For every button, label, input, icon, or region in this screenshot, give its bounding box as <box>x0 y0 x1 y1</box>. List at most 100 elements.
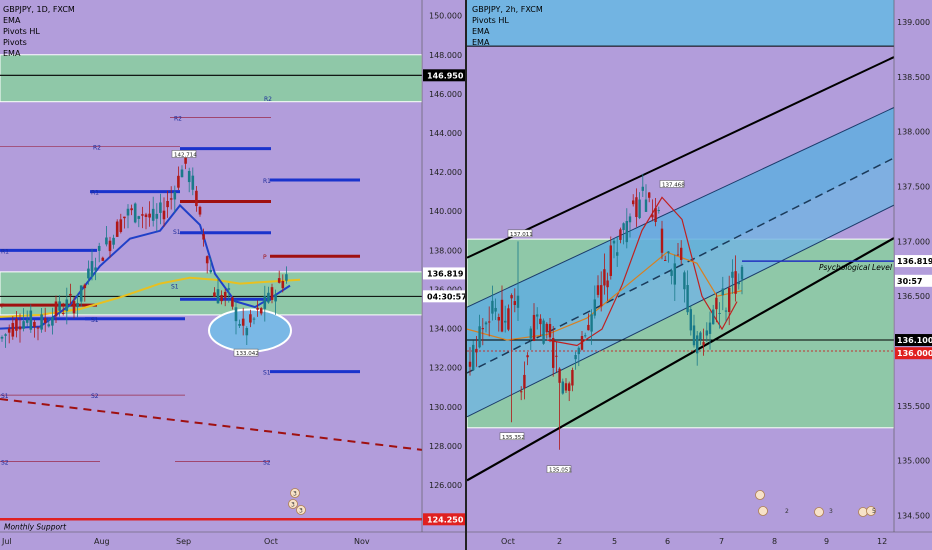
left-event-label-2: 3 <box>299 508 303 515</box>
right-candle-body-54 <box>641 186 644 191</box>
right-candle-body-27 <box>555 355 558 357</box>
left-high-label: 142.714 <box>174 152 197 158</box>
right-candle-body-21 <box>536 314 539 317</box>
right-candle-body-39 <box>593 299 596 316</box>
right-candle-body-32 <box>571 370 574 386</box>
left-event-label-0: 3 <box>293 491 297 498</box>
right-candle-body-5 <box>484 322 488 325</box>
left-candle-body-67 <box>241 318 245 326</box>
right-ytick-label-8: 135.000 <box>897 457 930 466</box>
left-candle-body-11 <box>40 314 43 330</box>
left-candle-body-65 <box>234 307 238 322</box>
left-candle-body-59 <box>213 292 216 297</box>
right-candle-body-74 <box>705 330 708 336</box>
left-candle-body-63 <box>227 288 231 290</box>
right-candle-body-75 <box>708 322 712 334</box>
right-candle-body-64 <box>673 263 676 285</box>
left-candle-body-44 <box>159 202 162 213</box>
right-xtick-label-4: 7 <box>719 537 724 546</box>
right-candle-body-19 <box>529 328 532 339</box>
right-candle-body-40 <box>596 285 600 295</box>
left-level-tag-1: 146.950 <box>427 71 464 80</box>
left-candle-body-10 <box>36 327 40 329</box>
left-xtick-label-2: Sep <box>176 537 191 546</box>
left-legend-pivots-hl: Pivots HL <box>3 27 40 36</box>
left-current-price-tag-bg <box>423 267 467 280</box>
left-ytick-label-7: 136.000 <box>429 285 462 294</box>
right-ytick-label-3: 137.500 <box>897 182 930 191</box>
right-ytick-label-0: 139.000 <box>897 18 930 27</box>
right-candle-body-68 <box>686 285 689 313</box>
right-channel-fill <box>467 107 894 417</box>
left-candle-body-56 <box>202 234 205 240</box>
left-candle-body-29 <box>105 237 108 245</box>
left-ytick-label-10: 130.000 <box>429 403 462 412</box>
right-candle-body-29 <box>561 381 564 394</box>
right-candle-body-47 <box>619 229 622 240</box>
left-pivot-label-2: R2 <box>174 115 182 122</box>
left-chart[interactable]: R2 R2 R2 R1 R1 R1 S1 S1 S1 S1 S2 S2 S2 P P S1 142.714 133… <box>0 0 467 550</box>
left-candle-body-72 <box>259 308 263 314</box>
right-candle-body-60 <box>660 228 664 253</box>
right-countdown-tag-bg <box>895 274 932 287</box>
right-candle-body-62 <box>667 251 670 254</box>
right-level-tag-2-bg <box>895 347 932 360</box>
left-candle-body-60 <box>216 289 220 304</box>
right-candle-body-76 <box>712 309 715 325</box>
left-candle-body-20 <box>72 300 76 314</box>
right-candle-body-20 <box>532 314 536 341</box>
left-candle-body-46 <box>166 201 169 208</box>
left-candle-body-9 <box>33 321 36 328</box>
right-channel-inner-1 <box>467 204 895 418</box>
right-candle-body-14 <box>513 301 516 305</box>
right-legend-ema: EMA <box>472 27 490 36</box>
left-level-tag-1-bg <box>423 69 467 82</box>
right-candle-body-43 <box>606 280 609 288</box>
right-candle-body-71 <box>696 335 699 354</box>
left-candle-body-49 <box>177 175 180 188</box>
left-candle-body-16 <box>58 301 61 311</box>
right-xtick-label-6: 9 <box>824 537 829 546</box>
left-legend-ema-2: EMA <box>3 49 21 58</box>
left-candle-body-24 <box>87 268 90 279</box>
right-candle-body-13 <box>510 295 513 299</box>
left-pivot-label-6: S1 <box>173 229 181 236</box>
right-low-label-2: 135.051 <box>549 468 572 474</box>
left-candle-body-76 <box>274 294 277 302</box>
left-legend: GBPJPY, 1D, FXCM EMA Pivots HL Pivots EM… <box>3 4 75 59</box>
right-candle-body-33 <box>574 355 577 360</box>
right-high-label: 137.468 <box>662 182 685 188</box>
left-candle-body-31 <box>112 237 115 245</box>
right-candle-body-52 <box>635 197 638 218</box>
left-candle-body-50 <box>180 169 184 178</box>
left-level-tag-2-bg <box>423 513 467 526</box>
right-candle-body-56 <box>648 192 651 198</box>
right-candle-body-4 <box>481 328 484 330</box>
left-legend-pivots: Pivots <box>3 38 27 47</box>
left-candle-body-51 <box>184 153 187 164</box>
left-pivot-label-1: R2 <box>93 145 101 152</box>
left-candle-body-77 <box>277 278 281 283</box>
right-candle-body-63 <box>670 270 673 276</box>
left-candle-body-0 <box>0 336 4 339</box>
right-channel-upper-fill <box>467 107 894 373</box>
right-candle-body-81 <box>728 287 731 313</box>
right-candle-body-30 <box>564 383 568 391</box>
right-event-label-2: 5 <box>872 508 876 515</box>
left-xaxis-bg <box>0 532 467 550</box>
left-candle-body-38 <box>137 216 141 219</box>
left-candle-body-70 <box>252 318 256 320</box>
right-candle-body-72 <box>699 332 702 340</box>
left-ytick-label-5: 140.000 <box>429 207 462 216</box>
left-pivot-label-7: S1 <box>171 284 179 291</box>
right-candle-body-2 <box>475 348 478 353</box>
right-chart[interactable]: Psychological Level 137.468 137.011 135.352… <box>467 0 932 550</box>
left-candle-body-79 <box>285 274 288 281</box>
right-event-marker-1 <box>758 506 768 516</box>
right-event-marker-0 <box>755 490 765 500</box>
right-candle-body-41 <box>600 285 603 307</box>
right-countdown-tag: 30:57 <box>897 277 922 286</box>
left-pivot-label-0: R2 <box>264 96 272 103</box>
left-xtick-label-3: Oct <box>264 537 278 546</box>
